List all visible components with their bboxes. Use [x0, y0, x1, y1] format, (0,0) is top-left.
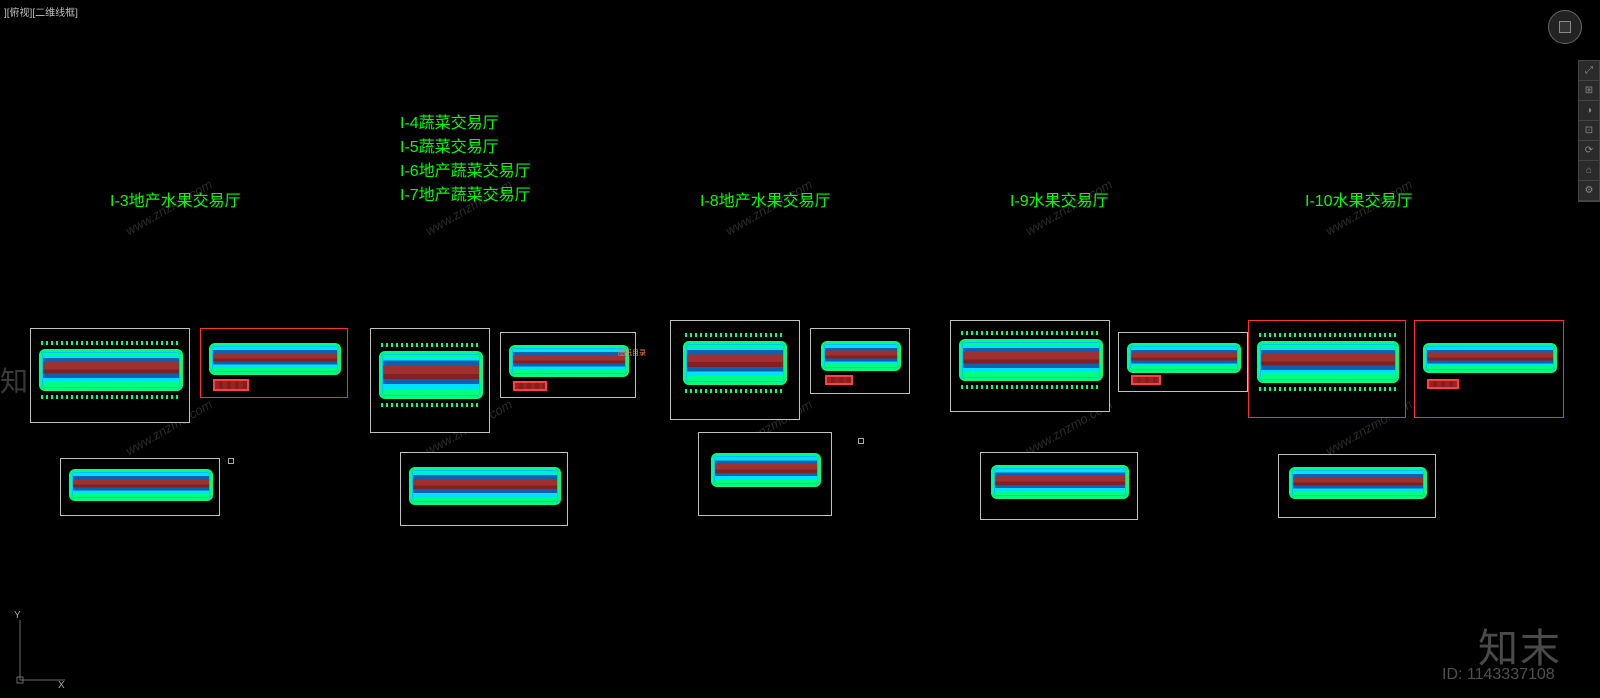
- dimension-line: [41, 341, 181, 345]
- drawing-viewport[interactable]: [810, 328, 910, 394]
- drawing-viewport[interactable]: [370, 328, 490, 433]
- dimension-line: [1259, 387, 1397, 391]
- hall-title: I-4蔬菜交易厅I-5蔬菜交易厅I-6地产蔬菜交易厅I-7地产蔬菜交易厅: [400, 112, 531, 208]
- dimension-line: [381, 403, 481, 407]
- nav-tool-button[interactable]: ⚙: [1579, 181, 1599, 201]
- dimension-line: [685, 333, 785, 337]
- view-mode-label[interactable]: ][俯视][二维线框]: [4, 4, 78, 19]
- floor-plan: [993, 467, 1127, 497]
- dimension-line: [1259, 333, 1397, 337]
- title-block: [513, 381, 547, 391]
- marker-icon: [228, 458, 234, 464]
- drawing-viewport[interactable]: [980, 452, 1138, 520]
- drawing-viewport[interactable]: [60, 458, 220, 516]
- nav-cube[interactable]: [1548, 10, 1582, 44]
- sheet-index-label: 图纸目录: [618, 348, 646, 358]
- dimension-line: [41, 395, 181, 399]
- title-block: [1427, 379, 1459, 389]
- floor-plan: [823, 343, 899, 369]
- dimension-line: [961, 331, 1101, 335]
- ucs-icon: Y X: [10, 610, 70, 690]
- drawing-viewport[interactable]: [670, 320, 800, 420]
- nav-tool-button[interactable]: ⊡: [1579, 121, 1599, 141]
- floor-plan: [713, 455, 819, 485]
- drawing-viewport[interactable]: [698, 432, 832, 516]
- hall-title: I-3地产水果交易厅: [110, 190, 241, 214]
- floor-plan: [1129, 345, 1239, 371]
- dimension-line: [381, 343, 481, 347]
- title-block: [825, 375, 853, 385]
- nav-tool-button[interactable]: ⟳: [1579, 141, 1599, 161]
- watermark-id: ID: 1143337108: [1442, 666, 1555, 684]
- nav-cube-face[interactable]: [1559, 21, 1571, 33]
- nav-tool-button[interactable]: ⌂: [1579, 161, 1599, 181]
- navigation-toolbar: ⤢⊞◑⊡⟳⌂⚙: [1578, 60, 1600, 202]
- drawing-viewport[interactable]: [1414, 320, 1564, 418]
- floor-plan: [71, 471, 211, 499]
- dimension-line: [961, 385, 1101, 389]
- hall-title: I-9水果交易厅: [1010, 190, 1109, 214]
- marker-icon: [858, 438, 864, 444]
- nav-tool-button[interactable]: ◑: [1579, 101, 1599, 121]
- floor-plan: [961, 341, 1101, 379]
- dimension-line: [685, 389, 785, 393]
- floor-plan: [1291, 469, 1425, 497]
- drawing-viewport[interactable]: [30, 328, 190, 423]
- floor-plan: [381, 353, 481, 397]
- drawing-viewport[interactable]: [1118, 332, 1248, 392]
- hall-title: I-10水果交易厅: [1305, 190, 1413, 214]
- drawing-viewport[interactable]: [950, 320, 1110, 412]
- floor-plan: [1259, 343, 1397, 381]
- title-block: [1131, 375, 1161, 385]
- floor-plan: [511, 347, 627, 375]
- nav-tool-button[interactable]: ⊞: [1579, 81, 1599, 101]
- floor-plan: [411, 469, 559, 503]
- title-block: [213, 379, 249, 391]
- drawing-viewport[interactable]: [1248, 320, 1406, 418]
- nav-tool-button[interactable]: ⤢: [1579, 61, 1599, 81]
- svg-text:X: X: [58, 680, 65, 690]
- drawing-viewport[interactable]: [200, 328, 348, 398]
- drawing-viewport[interactable]: [500, 332, 636, 398]
- drawing-viewport[interactable]: [400, 452, 568, 526]
- svg-text:Y: Y: [14, 610, 21, 621]
- floor-plan: [1425, 345, 1555, 371]
- drawing-viewport[interactable]: [1278, 454, 1436, 518]
- floor-plan: [41, 351, 181, 389]
- floor-plan: [211, 345, 339, 373]
- floor-plan: [685, 343, 785, 383]
- hall-title: I-8地产水果交易厅: [700, 190, 831, 214]
